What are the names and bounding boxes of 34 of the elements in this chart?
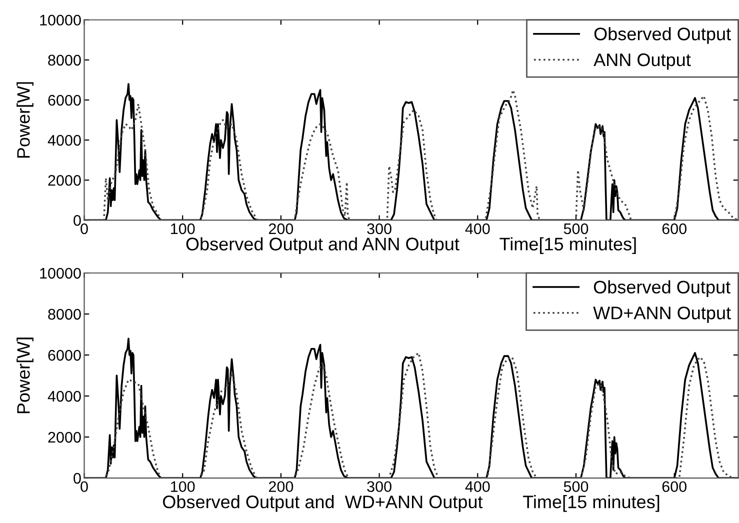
x-tick-label: 400 xyxy=(465,481,490,492)
legend-label: Observed Output xyxy=(594,27,731,44)
legend-label: Observed Output xyxy=(594,280,730,298)
legend-label: WD+ANN Output xyxy=(593,306,731,323)
y-axis-title: Power[W] xyxy=(16,338,34,414)
x-tick-label: 300 xyxy=(367,223,392,234)
y-tick-label: 10000 xyxy=(40,14,81,26)
y-tick-label: 8000 xyxy=(48,308,81,320)
y-tick-label: 6000 xyxy=(48,94,81,106)
y-tick-label: 2000 xyxy=(48,174,81,186)
y-tick-label: 0 xyxy=(74,215,81,226)
y-tick-label: 2000 xyxy=(48,432,81,443)
x-axis-title: Observed Output and ANN Output Time[15 minutes] xyxy=(186,237,636,254)
y-tick-label: 4000 xyxy=(48,134,81,146)
y-tick-label: 6000 xyxy=(48,350,81,361)
x-tick-label: 0 xyxy=(80,481,88,492)
x-tick-label: 0 xyxy=(80,223,88,234)
y-axis-title: Power[W] xyxy=(16,82,34,158)
x-tick-label: 200 xyxy=(268,481,294,492)
x-tick-label: 600 xyxy=(662,223,686,234)
y-tick-label: 0 xyxy=(74,472,81,484)
x-tick-label: 500 xyxy=(564,223,588,234)
x-tick-label: 300 xyxy=(367,481,392,492)
x-axis-title: Observed Output and WD+ANN Output Time[15 minutes] xyxy=(162,495,660,512)
x-tick-label: 400 xyxy=(465,223,490,234)
y-tick-label: 4000 xyxy=(48,390,81,402)
x-tick-label: 100 xyxy=(171,481,195,492)
x-tick-label: 100 xyxy=(171,223,195,234)
y-tick-label: 8000 xyxy=(48,54,81,66)
legend-label: ANN Output xyxy=(594,53,691,70)
x-tick-label: 200 xyxy=(268,223,294,234)
y-tick-label: 10000 xyxy=(40,268,81,279)
x-tick-label: 600 xyxy=(662,481,686,492)
x-tick-label: 500 xyxy=(564,481,588,492)
